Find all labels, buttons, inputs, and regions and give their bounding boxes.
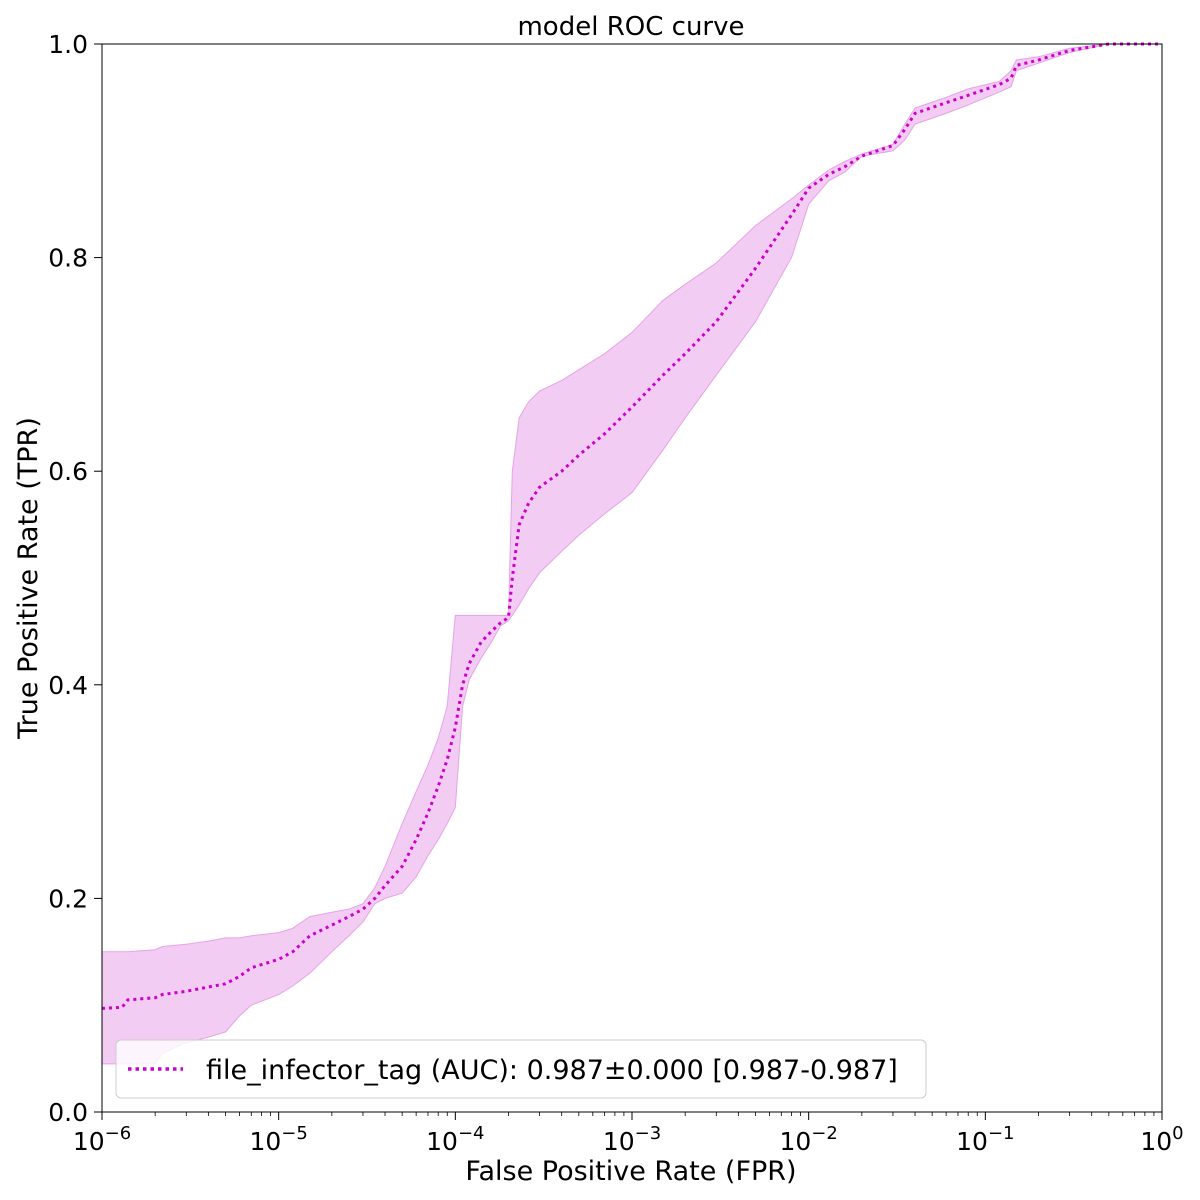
y-tick-label: 0.8 (48, 244, 88, 273)
x-tick-label: 10−5 (249, 1123, 307, 1156)
plot-area (101, 42, 1162, 1065)
y-tick-label: 0.0 (48, 1098, 88, 1127)
y-axis: 0.0 0.2 0.4 0.6 0.8 1.0 (48, 30, 102, 1127)
x-tick-label: 10−4 (426, 1123, 484, 1156)
x-tick-label: 10−1 (956, 1123, 1014, 1156)
y-tick-label: 0.4 (48, 671, 88, 700)
legend-box (115, 1039, 927, 1099)
legend-entry-label: file_infector_tag (AUC): 0.987±0.000 [0.… (206, 1055, 898, 1086)
y-tick-label: 0.2 (48, 884, 88, 913)
y-tick-label: 0.6 (48, 457, 88, 486)
y-tick-label: 1.0 (48, 30, 88, 59)
confidence-band (101, 43, 1162, 1065)
x-tick-label: 10−6 (73, 1123, 131, 1156)
x-tick-label: 10−3 (603, 1123, 661, 1156)
legend: file_infector_tag (AUC): 0.987±0.000 [0.… (115, 1039, 927, 1099)
chart-title: model ROC curve (517, 12, 744, 42)
x-tick-label: 100 (1140, 1123, 1183, 1156)
x-axis: 10−6 10−5 10−4 10−3 10−2 10−1 100 (73, 1112, 1184, 1156)
roc-curve-line (101, 42, 1162, 1010)
x-axis-label: False Positive Rate (FPR) (465, 1156, 796, 1187)
y-axis-label: True Positive Rate (TPR) (13, 417, 44, 740)
x-tick-label: 10−2 (779, 1123, 837, 1156)
